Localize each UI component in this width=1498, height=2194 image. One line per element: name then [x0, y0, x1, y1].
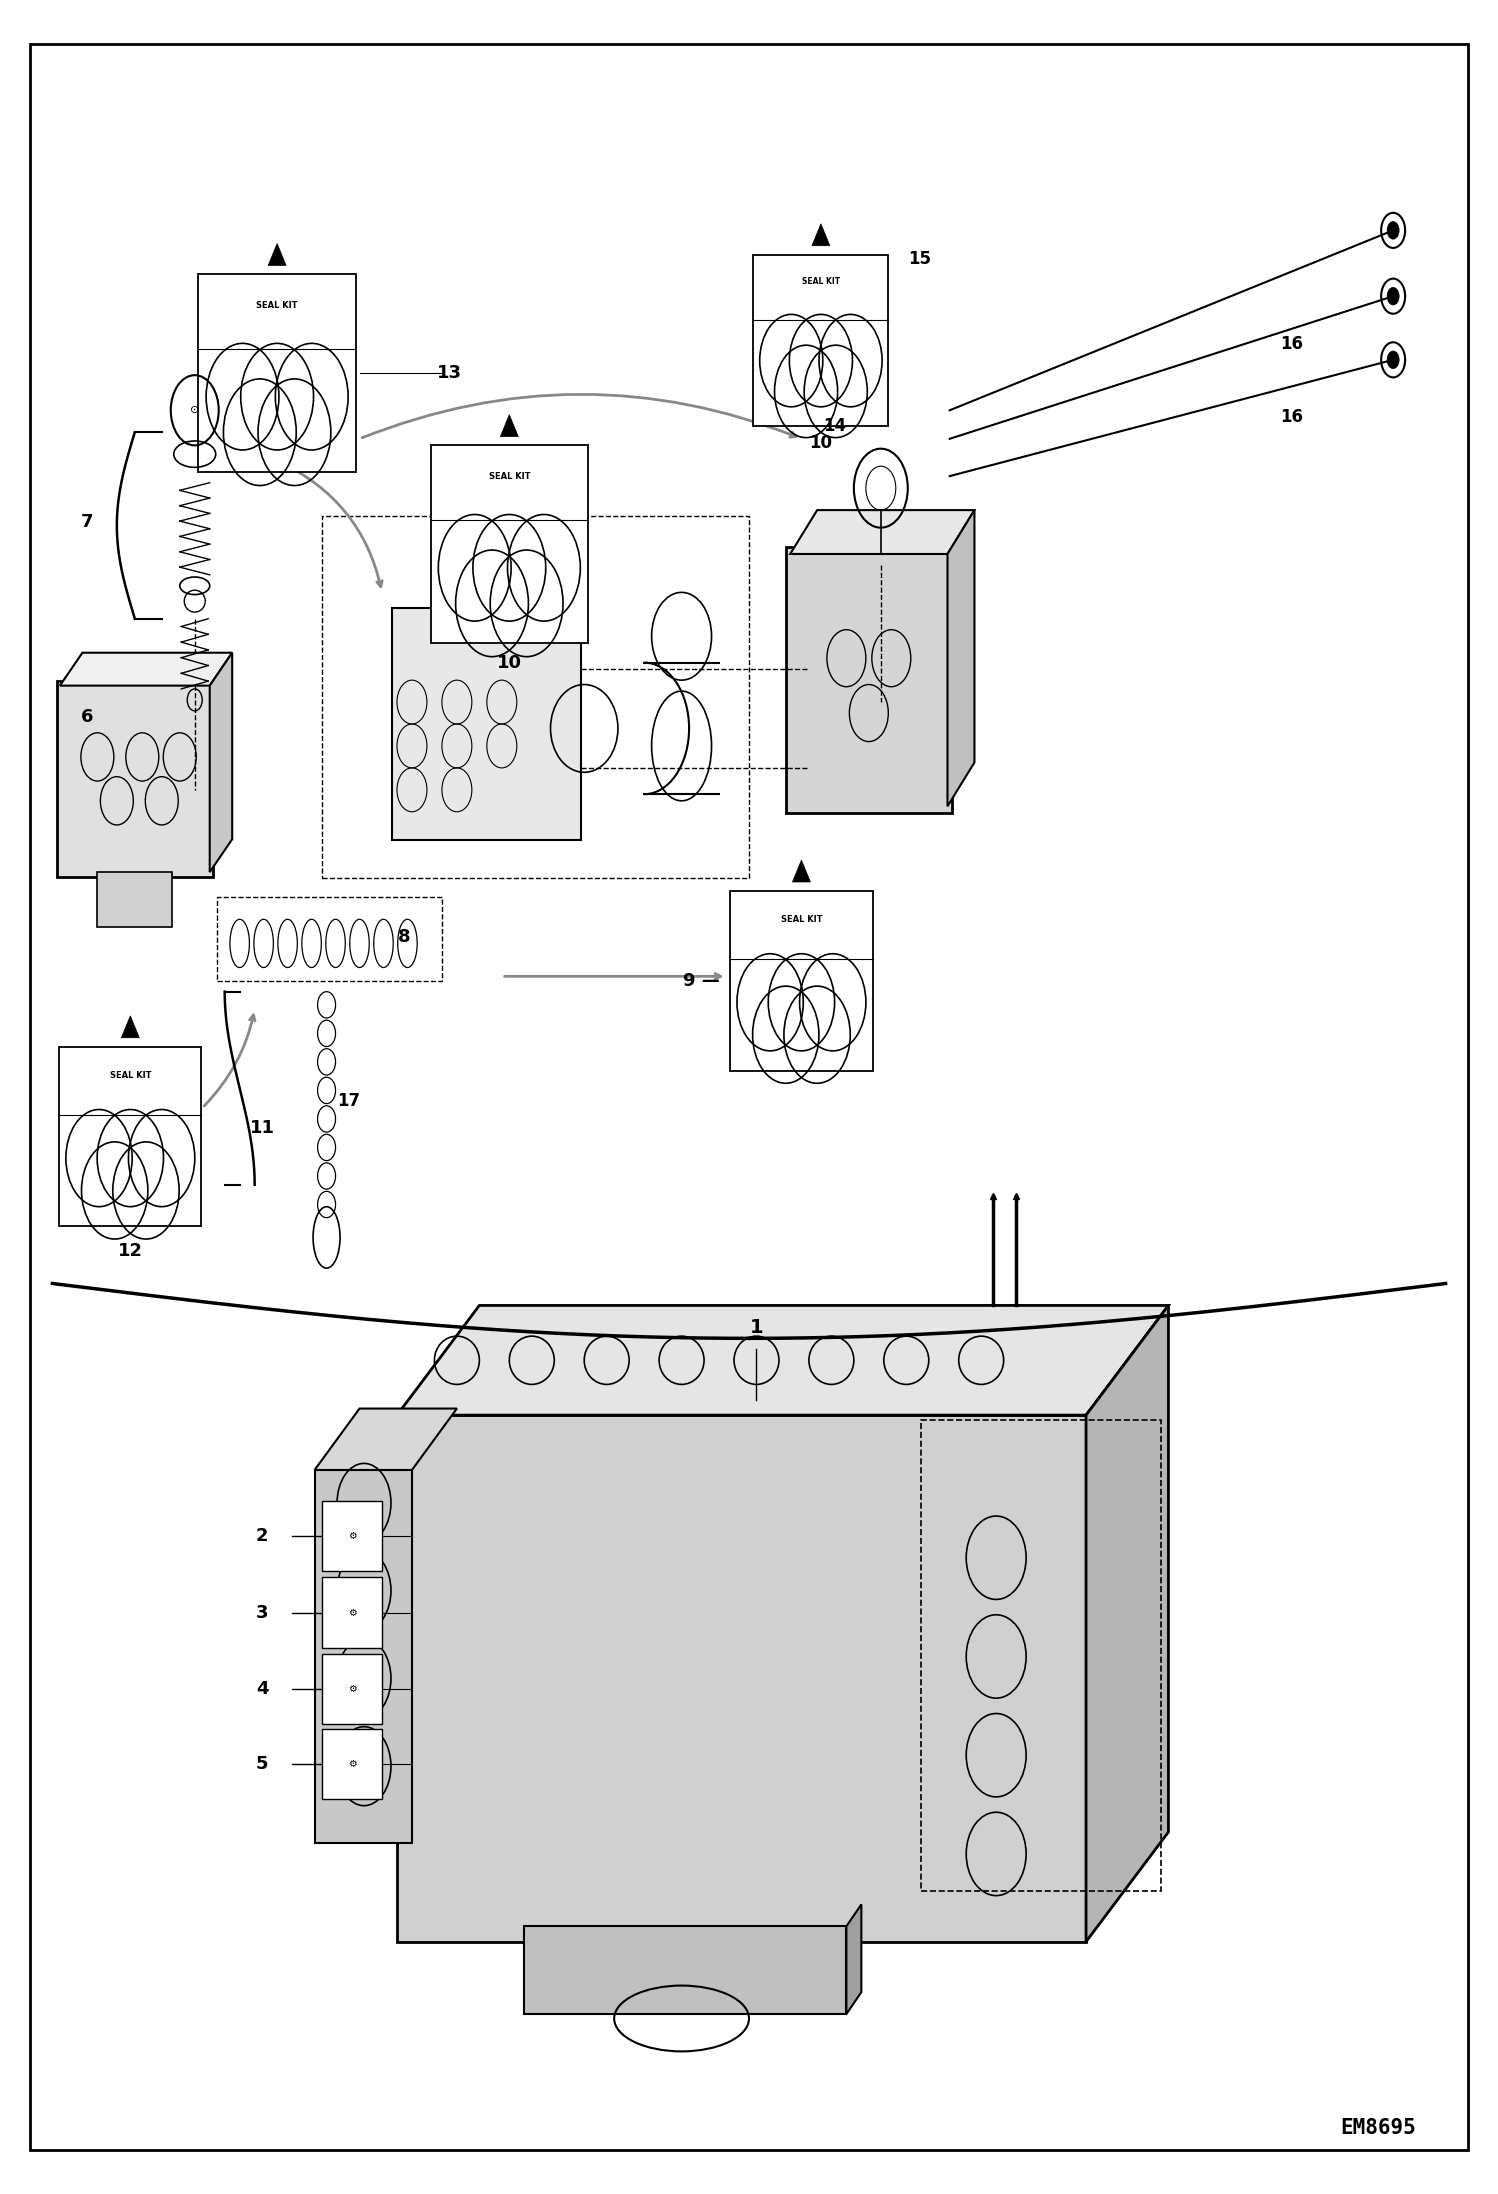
Circle shape [1387, 351, 1399, 369]
Text: 2: 2 [256, 1527, 268, 1545]
Polygon shape [947, 511, 974, 807]
Bar [731, 891, 872, 1071]
Text: 3: 3 [256, 1604, 268, 1621]
Polygon shape [1086, 1305, 1168, 1942]
Text: 14: 14 [822, 417, 846, 434]
Text: 16: 16 [1279, 336, 1303, 353]
Text: 12: 12 [118, 1242, 142, 1259]
Text: 5: 5 [256, 1755, 268, 1773]
Polygon shape [792, 860, 810, 882]
Text: 13: 13 [437, 364, 461, 382]
FancyBboxPatch shape [392, 608, 581, 840]
Polygon shape [210, 654, 232, 871]
Text: EM8695: EM8695 [1341, 2117, 1416, 2139]
Text: 17: 17 [337, 1093, 361, 1110]
Text: 15: 15 [908, 250, 932, 268]
Bar [97, 871, 172, 926]
Text: SEAL KIT: SEAL KIT [109, 1071, 151, 1079]
Circle shape [1387, 222, 1399, 239]
Text: 10: 10 [809, 434, 833, 452]
Polygon shape [812, 224, 830, 246]
Bar [217, 897, 442, 981]
Bar [322, 1501, 382, 1571]
Bar [524, 1926, 846, 2014]
Bar [315, 1470, 412, 1843]
Text: 7: 7 [81, 513, 93, 531]
Text: 9 —: 9 — [683, 972, 719, 989]
Polygon shape [500, 415, 518, 437]
Text: SEAL KIT: SEAL KIT [256, 301, 298, 309]
Text: ⚙: ⚙ [348, 1685, 357, 1694]
FancyBboxPatch shape [57, 680, 213, 875]
Bar [198, 274, 357, 472]
Text: 6: 6 [81, 709, 93, 726]
Polygon shape [60, 654, 232, 685]
Text: SEAL KIT: SEAL KIT [801, 276, 840, 287]
Bar [322, 1577, 382, 1648]
Polygon shape [121, 1016, 139, 1038]
Bar [322, 516, 749, 878]
Text: 10: 10 [497, 654, 521, 671]
FancyBboxPatch shape [785, 548, 953, 814]
Polygon shape [846, 1904, 861, 2014]
Polygon shape [268, 244, 286, 265]
Bar [397, 1415, 1086, 1942]
Polygon shape [315, 1409, 457, 1470]
Bar [322, 1729, 382, 1799]
Text: SEAL KIT: SEAL KIT [488, 472, 530, 480]
Text: ⚙: ⚙ [348, 1608, 357, 1617]
Polygon shape [397, 1305, 1168, 1415]
Text: 16: 16 [1279, 408, 1303, 426]
Text: 4: 4 [256, 1681, 268, 1698]
Bar [753, 255, 888, 426]
Bar [322, 1654, 382, 1724]
Bar [921, 1420, 1161, 1891]
Text: ⚙: ⚙ [348, 1531, 357, 1540]
Text: 1: 1 [749, 1319, 764, 1336]
Text: 11: 11 [250, 1119, 274, 1136]
Text: ⊙: ⊙ [190, 406, 199, 415]
Circle shape [1387, 287, 1399, 305]
Polygon shape [791, 511, 974, 555]
Bar [58, 1047, 201, 1226]
Text: ⚙: ⚙ [348, 1760, 357, 1768]
Text: SEAL KIT: SEAL KIT [780, 915, 822, 924]
Bar [431, 445, 587, 643]
Text: 8: 8 [398, 928, 410, 946]
